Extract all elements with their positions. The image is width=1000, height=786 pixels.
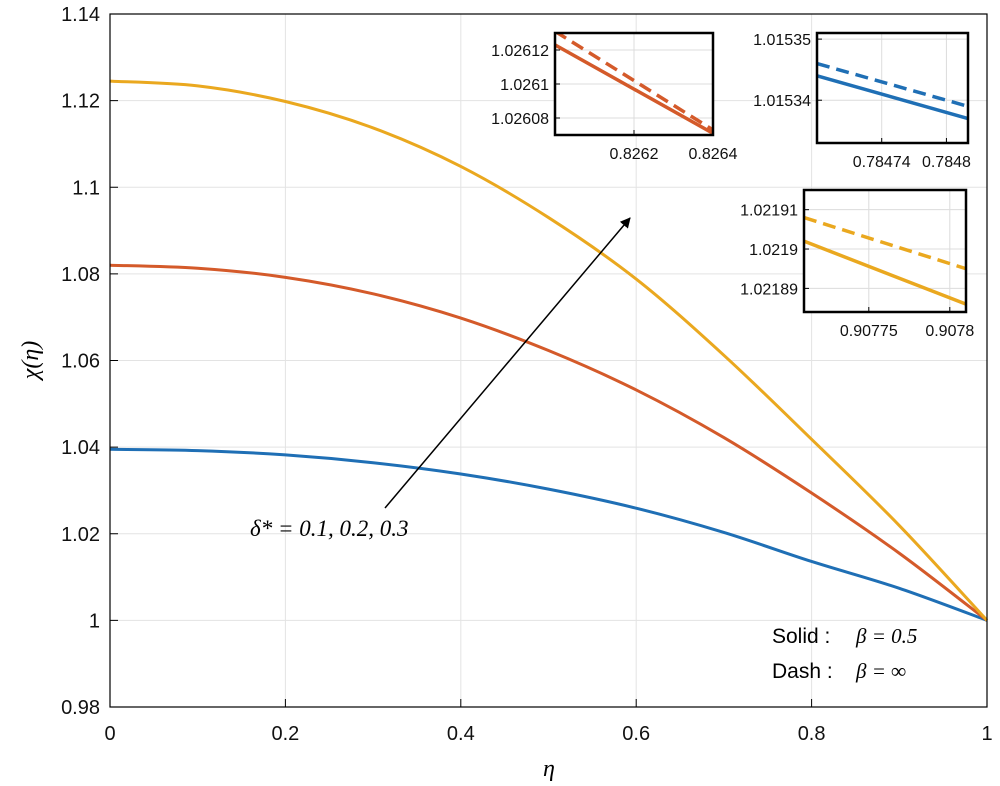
inset-lines [804,215,966,306]
inset-yellow: 0.90775 0.9078 1.02191 1.0219 1.02189 [740,188,974,340]
inset-y-tick-label: 1.01535 [753,32,811,49]
x-tick-label: 0.2 [271,723,299,745]
inset-dashed-line [555,33,713,132]
inset-x-tick-label: 0.8264 [689,146,738,163]
main-ticks: 0 0.2 0.4 0.6 0.8 1 0.98 1 1.02 1.04 1.06 1.08 1.1 1.… [61,4,993,745]
delta-annotation: δ* = 0.1, 0.2, 0.3 [250,516,408,541]
inset-frame [802,188,968,314]
inset-x-tick-label: 0.7848 [922,154,971,171]
inset-y-tick-label: 1.02612 [491,43,549,60]
y-tick-label: 1.02 [61,524,100,546]
series-line-3 [109,79,989,622]
x-tick-label: 0 [104,723,115,745]
inset-x-tick-label: 0.90775 [840,323,898,340]
inset-frame [815,31,970,145]
y-tick-label: 1 [89,610,100,632]
inset-dashed-line [804,215,966,271]
inset-dashed-line [817,61,968,109]
legend: Solid : β = 0.5 Dash : β = ∞ [772,624,917,683]
x-tick-label: 0.8 [798,723,826,745]
inset-y-tick-label: 1.02608 [491,111,549,128]
inset-blue: 0.78474 0.7848 1.01535 1.01534 [753,31,971,171]
series-line-1 [109,447,988,622]
legend-solid-value: β = 0.5 [855,624,917,648]
delta-arrow [384,217,631,509]
inset-x-tick-label: 0.9078 [925,323,974,340]
y-tick-label: 0.98 [61,697,100,719]
inset-background [817,33,968,143]
inset-y-tick-label: 1.0261 [500,77,549,94]
inset-y-tick-label: 1.02191 [740,203,798,220]
y-tick-label: 1.1 [72,177,100,199]
y-tick-label: 1.14 [61,4,100,26]
x-tick-label: 1 [981,723,992,745]
legend-dash-value: β = ∞ [855,659,906,683]
legend-dash-prefix: Dash : [772,660,833,683]
inset-solid-line [817,74,968,121]
inset-y-tick-label: 1.0219 [749,242,798,259]
inset-solid-line [804,239,966,306]
y-tick-label: 1.06 [61,351,100,373]
x-tick-label: 0.4 [447,723,475,745]
series-line-2 [109,263,988,622]
y-axis-label: χ(η) [18,341,44,381]
inset-x-tick-label: 0.78474 [853,154,911,171]
x-tick-label: 0.6 [622,723,650,745]
inset-solid-line [555,43,713,135]
inset-y-tick-label: 1.02189 [740,281,798,298]
main-series [109,79,989,622]
inset-red: 0.8262 0.8264 1.02612 1.0261 1.02608 [491,31,738,163]
inset-lines [555,33,713,135]
inset-lines [817,61,968,121]
inset-y-tick-label: 1.01534 [753,93,811,110]
y-tick-label: 1.08 [61,264,100,286]
y-tick-label: 1.12 [61,91,100,113]
y-tick-label: 1.04 [61,437,100,459]
x-axis-label: η [543,756,555,782]
legend-solid-prefix: Solid : [772,625,830,648]
inset-x-tick-label: 0.8262 [610,146,659,163]
